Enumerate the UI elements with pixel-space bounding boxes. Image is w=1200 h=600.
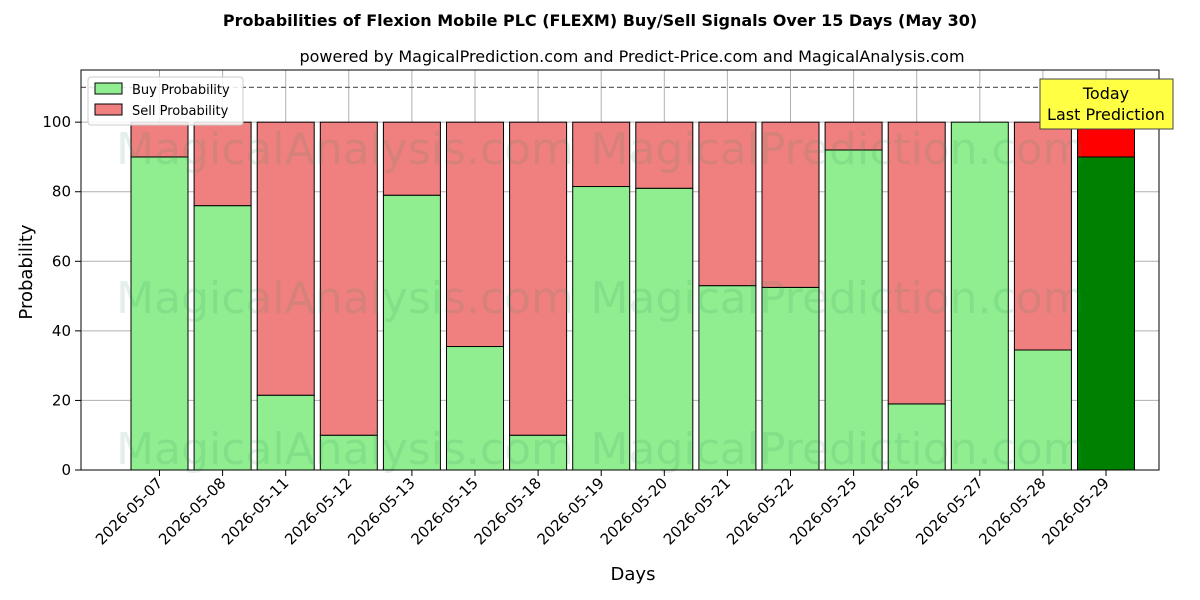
y-tick-label: 0	[61, 461, 71, 479]
bar-buy	[761, 286, 820, 471]
bars-group	[130, 121, 1135, 471]
x-tick-label: 2026-05-13	[344, 474, 418, 548]
bar-buy	[509, 434, 568, 471]
annotation-text: Today	[1082, 84, 1129, 103]
bar-sell	[635, 121, 694, 189]
bar-sell	[887, 121, 946, 405]
x-axis-label: Days	[611, 564, 656, 585]
legend-label: Sell Probability	[132, 104, 229, 119]
x-tick-label: 2026-05-08	[155, 474, 229, 548]
legend-swatch	[94, 82, 123, 95]
bar-buy	[887, 403, 946, 471]
watermark-text: MagicalPrediction.com	[591, 424, 1086, 475]
x-tick-label: 2026-05-15	[407, 474, 481, 548]
x-tick-label: 2026-05-20	[597, 474, 671, 548]
x-tick-label: 2026-05-28	[975, 474, 1049, 548]
watermark-text: MagicalAnalysis.com	[116, 273, 574, 324]
bar-buy	[382, 194, 441, 471]
bar-buy	[824, 149, 883, 471]
bar-sell	[382, 121, 441, 196]
y-axis-label: Probability	[16, 224, 37, 319]
bar-buy	[572, 186, 631, 471]
bar-sell	[698, 121, 757, 287]
bar-sell	[256, 121, 315, 396]
x-tick-label: 2026-05-19	[534, 474, 608, 548]
x-tick-label: 2026-05-22	[723, 474, 797, 548]
legend: Buy Probability Sell Probability	[87, 76, 244, 126]
watermark-text: MagicalPrediction.com	[591, 124, 1086, 175]
chart-subtitle: powered by MagicalPrediction.com and Pre…	[299, 47, 964, 66]
x-axis: 2026-05-072026-05-082026-05-112026-05-12…	[92, 470, 1113, 548]
chart-title: Probabilities of Flexion Mobile PLC (FLE…	[223, 11, 977, 30]
x-tick-label: 2026-05-18	[471, 474, 545, 548]
bar-buy	[446, 346, 504, 471]
legend-label: Buy Probability	[132, 83, 230, 98]
y-axis: 0 20 40 60 80 100	[42, 113, 81, 479]
bar-buy	[256, 394, 315, 471]
bar-sell	[824, 121, 883, 151]
bar-sell	[761, 121, 820, 288]
y-tick-label: 20	[52, 391, 71, 409]
bar-sell	[319, 121, 378, 436]
bar-buy	[1077, 156, 1135, 471]
plot-frame	[80, 69, 1160, 471]
bar-sell	[509, 121, 568, 436]
bar-buy	[698, 285, 757, 471]
annotation-box	[1039, 78, 1174, 130]
bar-buy	[1013, 349, 1072, 471]
watermark-text: MagicalAnalysis.com	[116, 424, 574, 475]
watermark-text: MagicalAnalysis.com	[116, 124, 574, 175]
y-tick-label: 100	[42, 113, 71, 131]
legend-swatch	[94, 103, 123, 116]
bar-buy	[635, 187, 694, 471]
today-annotation: Today Last Prediction	[1039, 78, 1174, 130]
legend-box	[87, 76, 244, 126]
x-tick-label: 2026-05-27	[912, 474, 986, 548]
annotation-text: Last Prediction	[1047, 105, 1165, 124]
x-tick-label: 2026-05-25	[786, 474, 860, 548]
bar-sell	[572, 121, 631, 188]
y-tick-label: 60	[52, 252, 71, 270]
watermark-text: MagicalPrediction.com	[591, 273, 1086, 324]
x-tick-label: 2026-05-11	[218, 474, 292, 548]
x-tick-label: 2026-05-26	[849, 474, 923, 548]
y-tick-label: 40	[52, 322, 71, 340]
x-tick-label: 2026-05-07	[92, 474, 166, 548]
x-tick-label: 2026-05-12	[281, 474, 355, 548]
bar-sell	[446, 121, 504, 348]
x-tick-label: 2026-05-29	[1038, 474, 1112, 548]
y-tick-label: 80	[52, 183, 71, 201]
bar-buy	[193, 205, 252, 471]
x-tick-label: 2026-05-21	[660, 474, 734, 548]
bar-buy	[950, 121, 1009, 471]
watermarks-group: MagicalAnalysis.com MagicalPrediction.com…	[116, 124, 1085, 475]
